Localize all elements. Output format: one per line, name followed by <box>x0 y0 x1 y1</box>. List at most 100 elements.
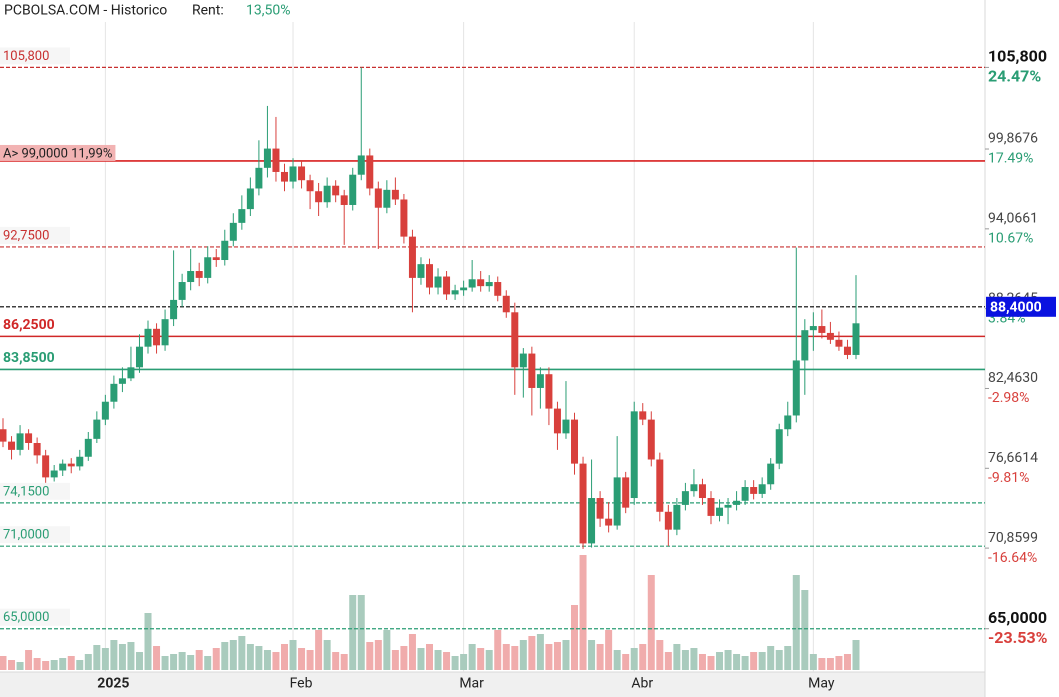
y-tick-label: 70,8599 <box>988 530 1038 546</box>
volume-bar <box>460 654 468 670</box>
volume-bar <box>801 590 809 670</box>
volume-bar <box>571 605 579 670</box>
candle-body <box>16 433 24 450</box>
candle-body <box>681 491 689 505</box>
volume-bar <box>605 630 613 670</box>
volume-bar <box>67 656 75 670</box>
candle-body <box>784 415 792 430</box>
candle-body <box>8 441 16 450</box>
candle-body <box>246 188 254 210</box>
volume-bar <box>255 646 263 670</box>
candle-body <box>204 257 212 278</box>
candle-body <box>443 276 451 295</box>
volume-bar <box>357 595 365 670</box>
volume-bar <box>673 644 681 670</box>
level-label: 86,2500 <box>3 317 55 333</box>
y-tick-label: 105,800 <box>988 47 1047 66</box>
volume-bar <box>101 648 109 670</box>
volume-bar <box>519 640 527 670</box>
candle-body <box>229 222 237 241</box>
volume-bar <box>468 644 476 670</box>
volume-bar <box>502 644 510 670</box>
x-tick-label: 2025 <box>97 676 129 692</box>
candle-body <box>698 484 706 499</box>
candle-body <box>536 374 544 388</box>
volume-bar <box>698 654 706 670</box>
volume-bar <box>263 650 271 670</box>
volume-bar <box>298 648 306 670</box>
volume-bar <box>280 644 288 670</box>
price-box <box>986 296 1056 317</box>
volume-bar <box>187 655 195 670</box>
volume-bar <box>528 636 536 670</box>
candle-body <box>451 290 459 295</box>
candle-body <box>400 199 408 237</box>
candle-body <box>758 484 766 494</box>
volume-layer <box>0 555 860 670</box>
volume-bar <box>170 654 178 670</box>
candle-body <box>221 240 229 261</box>
candle-body <box>306 180 314 192</box>
volume-bar <box>664 652 672 670</box>
volume-bar <box>76 660 84 670</box>
y-tick-label: 65,0000 <box>988 608 1047 627</box>
candle-body <box>801 330 809 361</box>
y-tick-change: -9.81% <box>988 470 1029 486</box>
volume-bar <box>383 630 391 670</box>
candle-body <box>579 463 587 544</box>
volume-bar <box>741 656 749 670</box>
volume-bar <box>622 654 630 670</box>
candle-body <box>571 419 579 464</box>
candle-body <box>426 264 433 288</box>
candle-body <box>417 264 425 278</box>
candle-body <box>315 191 323 203</box>
candle-body <box>25 433 33 443</box>
title: PCBOLSA.COM - Historico <box>4 3 167 19</box>
level-label-bg <box>0 608 70 626</box>
level-label: 65,0000 <box>3 610 49 625</box>
candle-body <box>724 504 732 508</box>
candles <box>0 67 860 549</box>
candle-body <box>153 328 161 346</box>
candle-body <box>101 401 109 420</box>
volume-bar <box>426 644 433 670</box>
volume-bar <box>733 654 741 670</box>
volume-bar <box>716 652 724 670</box>
volume-bar <box>750 652 758 670</box>
y-tick-label: 99,8676 <box>988 131 1038 147</box>
candle-body <box>622 477 630 508</box>
candle-body <box>272 148 280 172</box>
candle-body <box>212 257 220 261</box>
volume-bar <box>306 650 314 670</box>
level-label-bg <box>0 226 70 244</box>
volume-bar <box>579 555 587 670</box>
candle-body <box>391 189 399 200</box>
candle-body <box>349 174 357 205</box>
candle-body <box>673 504 681 530</box>
volume-bar <box>50 660 58 670</box>
volume-bar <box>596 644 604 670</box>
volume-bar <box>809 654 817 670</box>
candle-body <box>187 271 195 283</box>
volume-bar <box>204 656 212 670</box>
candle-body <box>42 455 50 478</box>
volume-bar <box>400 646 408 670</box>
volume-bar <box>758 652 766 670</box>
candle-body <box>357 155 365 175</box>
candle-body <box>468 279 476 288</box>
volume-bar <box>852 640 860 670</box>
volume-bar <box>110 640 118 670</box>
candle-body <box>383 189 391 208</box>
candle-body <box>289 166 297 182</box>
candle-body <box>135 346 143 368</box>
x-tick-label: Mar <box>459 676 484 692</box>
candle-body <box>502 295 510 313</box>
candle-body <box>562 419 570 434</box>
level-label: 83,8500 <box>3 350 55 366</box>
volume-bar <box>417 648 425 670</box>
level-label-bg <box>0 144 116 161</box>
candle-body <box>280 171 288 182</box>
volume-bar <box>784 646 792 670</box>
level-label: 74,1500 <box>3 484 49 499</box>
